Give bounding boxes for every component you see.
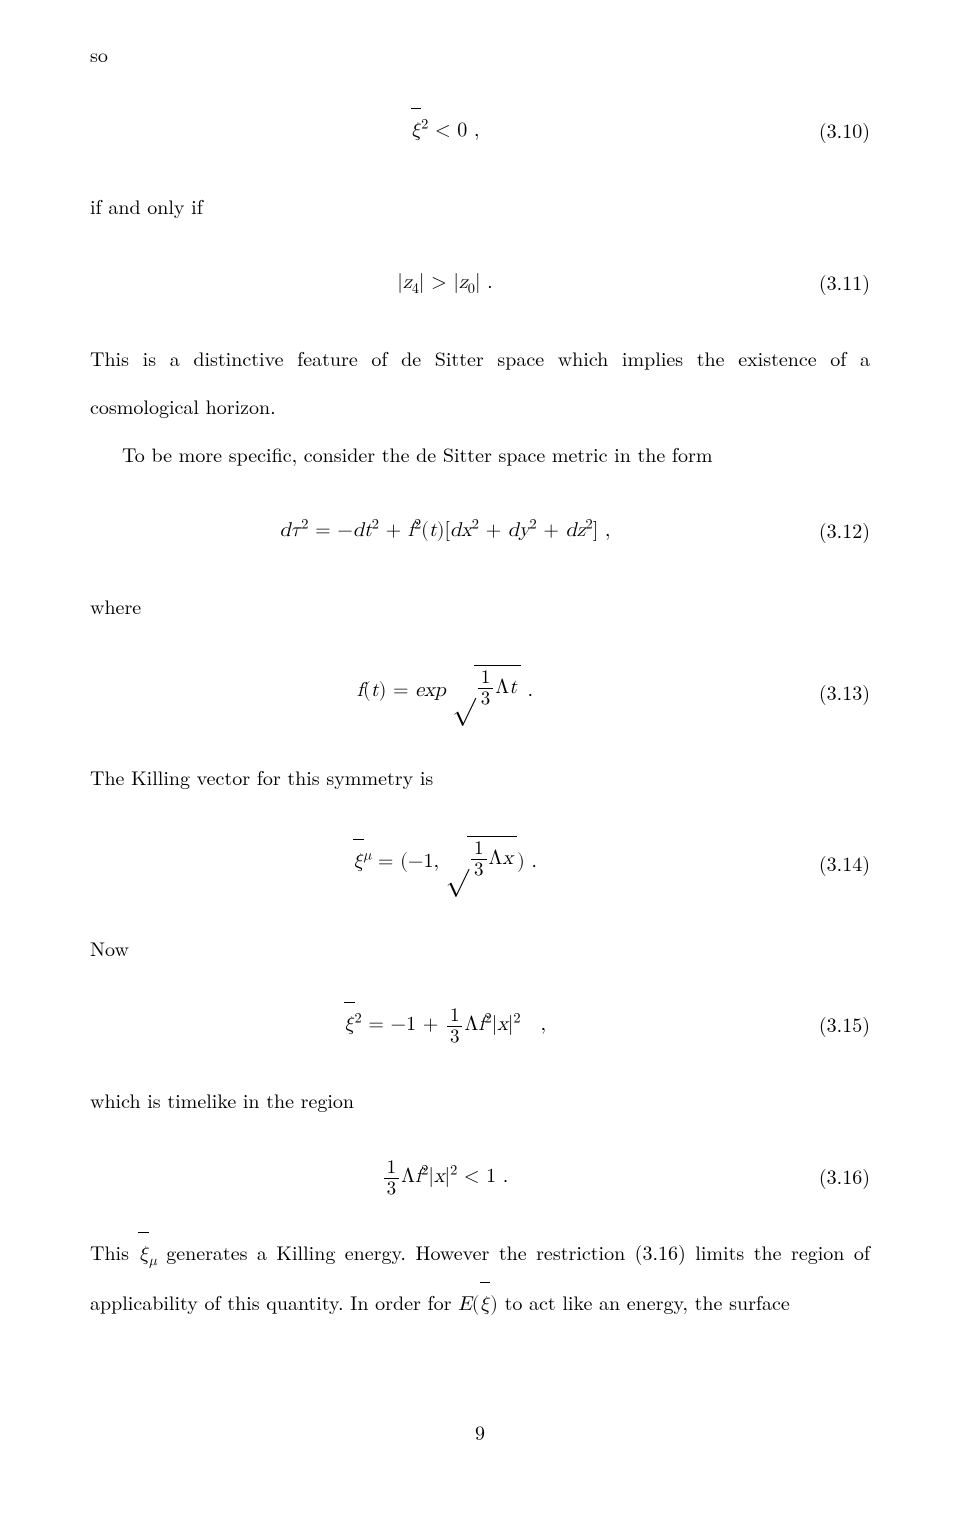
eq-num-3-10: (3.10) bbox=[800, 106, 870, 154]
equation-3-13: f(t) = exp √13Λt . (3.13) bbox=[90, 658, 870, 725]
eq-num-3-11: (3.11) bbox=[800, 258, 870, 306]
text-p5c: to act like an energy, the surface bbox=[498, 1287, 790, 1316]
eq-num-3-12: (3.12) bbox=[800, 506, 870, 554]
paragraph-killing: The Killing vector for this symmetry is bbox=[90, 753, 870, 801]
equation-3-12: dτ2 = −dt2 + f2(t)[dx2 + dy2 + dz2] , (3… bbox=[90, 506, 870, 554]
eq-num-3-14: (3.14) bbox=[800, 839, 870, 887]
eq-num-3-16: (3.16) bbox=[800, 1152, 870, 1200]
paragraph-specific: To be more specific, consider the de Sit… bbox=[90, 430, 870, 478]
eq-num-3-15: (3.15) bbox=[800, 1000, 870, 1048]
text-where: where bbox=[90, 582, 870, 630]
equation-3-11: |z4| > |z0| . (3.11) bbox=[90, 258, 870, 306]
paragraph-conclusion: This ξμ generates a Killing energy. Howe… bbox=[90, 1228, 870, 1328]
page-number: 9 bbox=[90, 1408, 870, 1456]
equation-3-14: ξμ = (−1, √13Λx) . (3.14) bbox=[90, 829, 870, 896]
equation-3-10: ξ2 < 0 , (3.10) bbox=[90, 106, 870, 154]
text-ifonlyif: if and only if bbox=[90, 182, 870, 230]
paragraph-distinctive: This is a distinctive feature of de Sitt… bbox=[90, 334, 870, 430]
text-p5a: This bbox=[90, 1237, 138, 1266]
text-so: so bbox=[90, 30, 870, 78]
paragraph-timelike: which is timelike in the region bbox=[90, 1076, 870, 1124]
text-now: Now bbox=[90, 924, 870, 972]
equation-3-15: ξ2 = −1 + 13Λf2|x|2 , (3.15) bbox=[90, 1000, 870, 1048]
eq-num-3-13: (3.13) bbox=[800, 668, 870, 716]
equation-3-16: 13Λf2|x|2 < 1 . (3.16) bbox=[90, 1152, 870, 1200]
